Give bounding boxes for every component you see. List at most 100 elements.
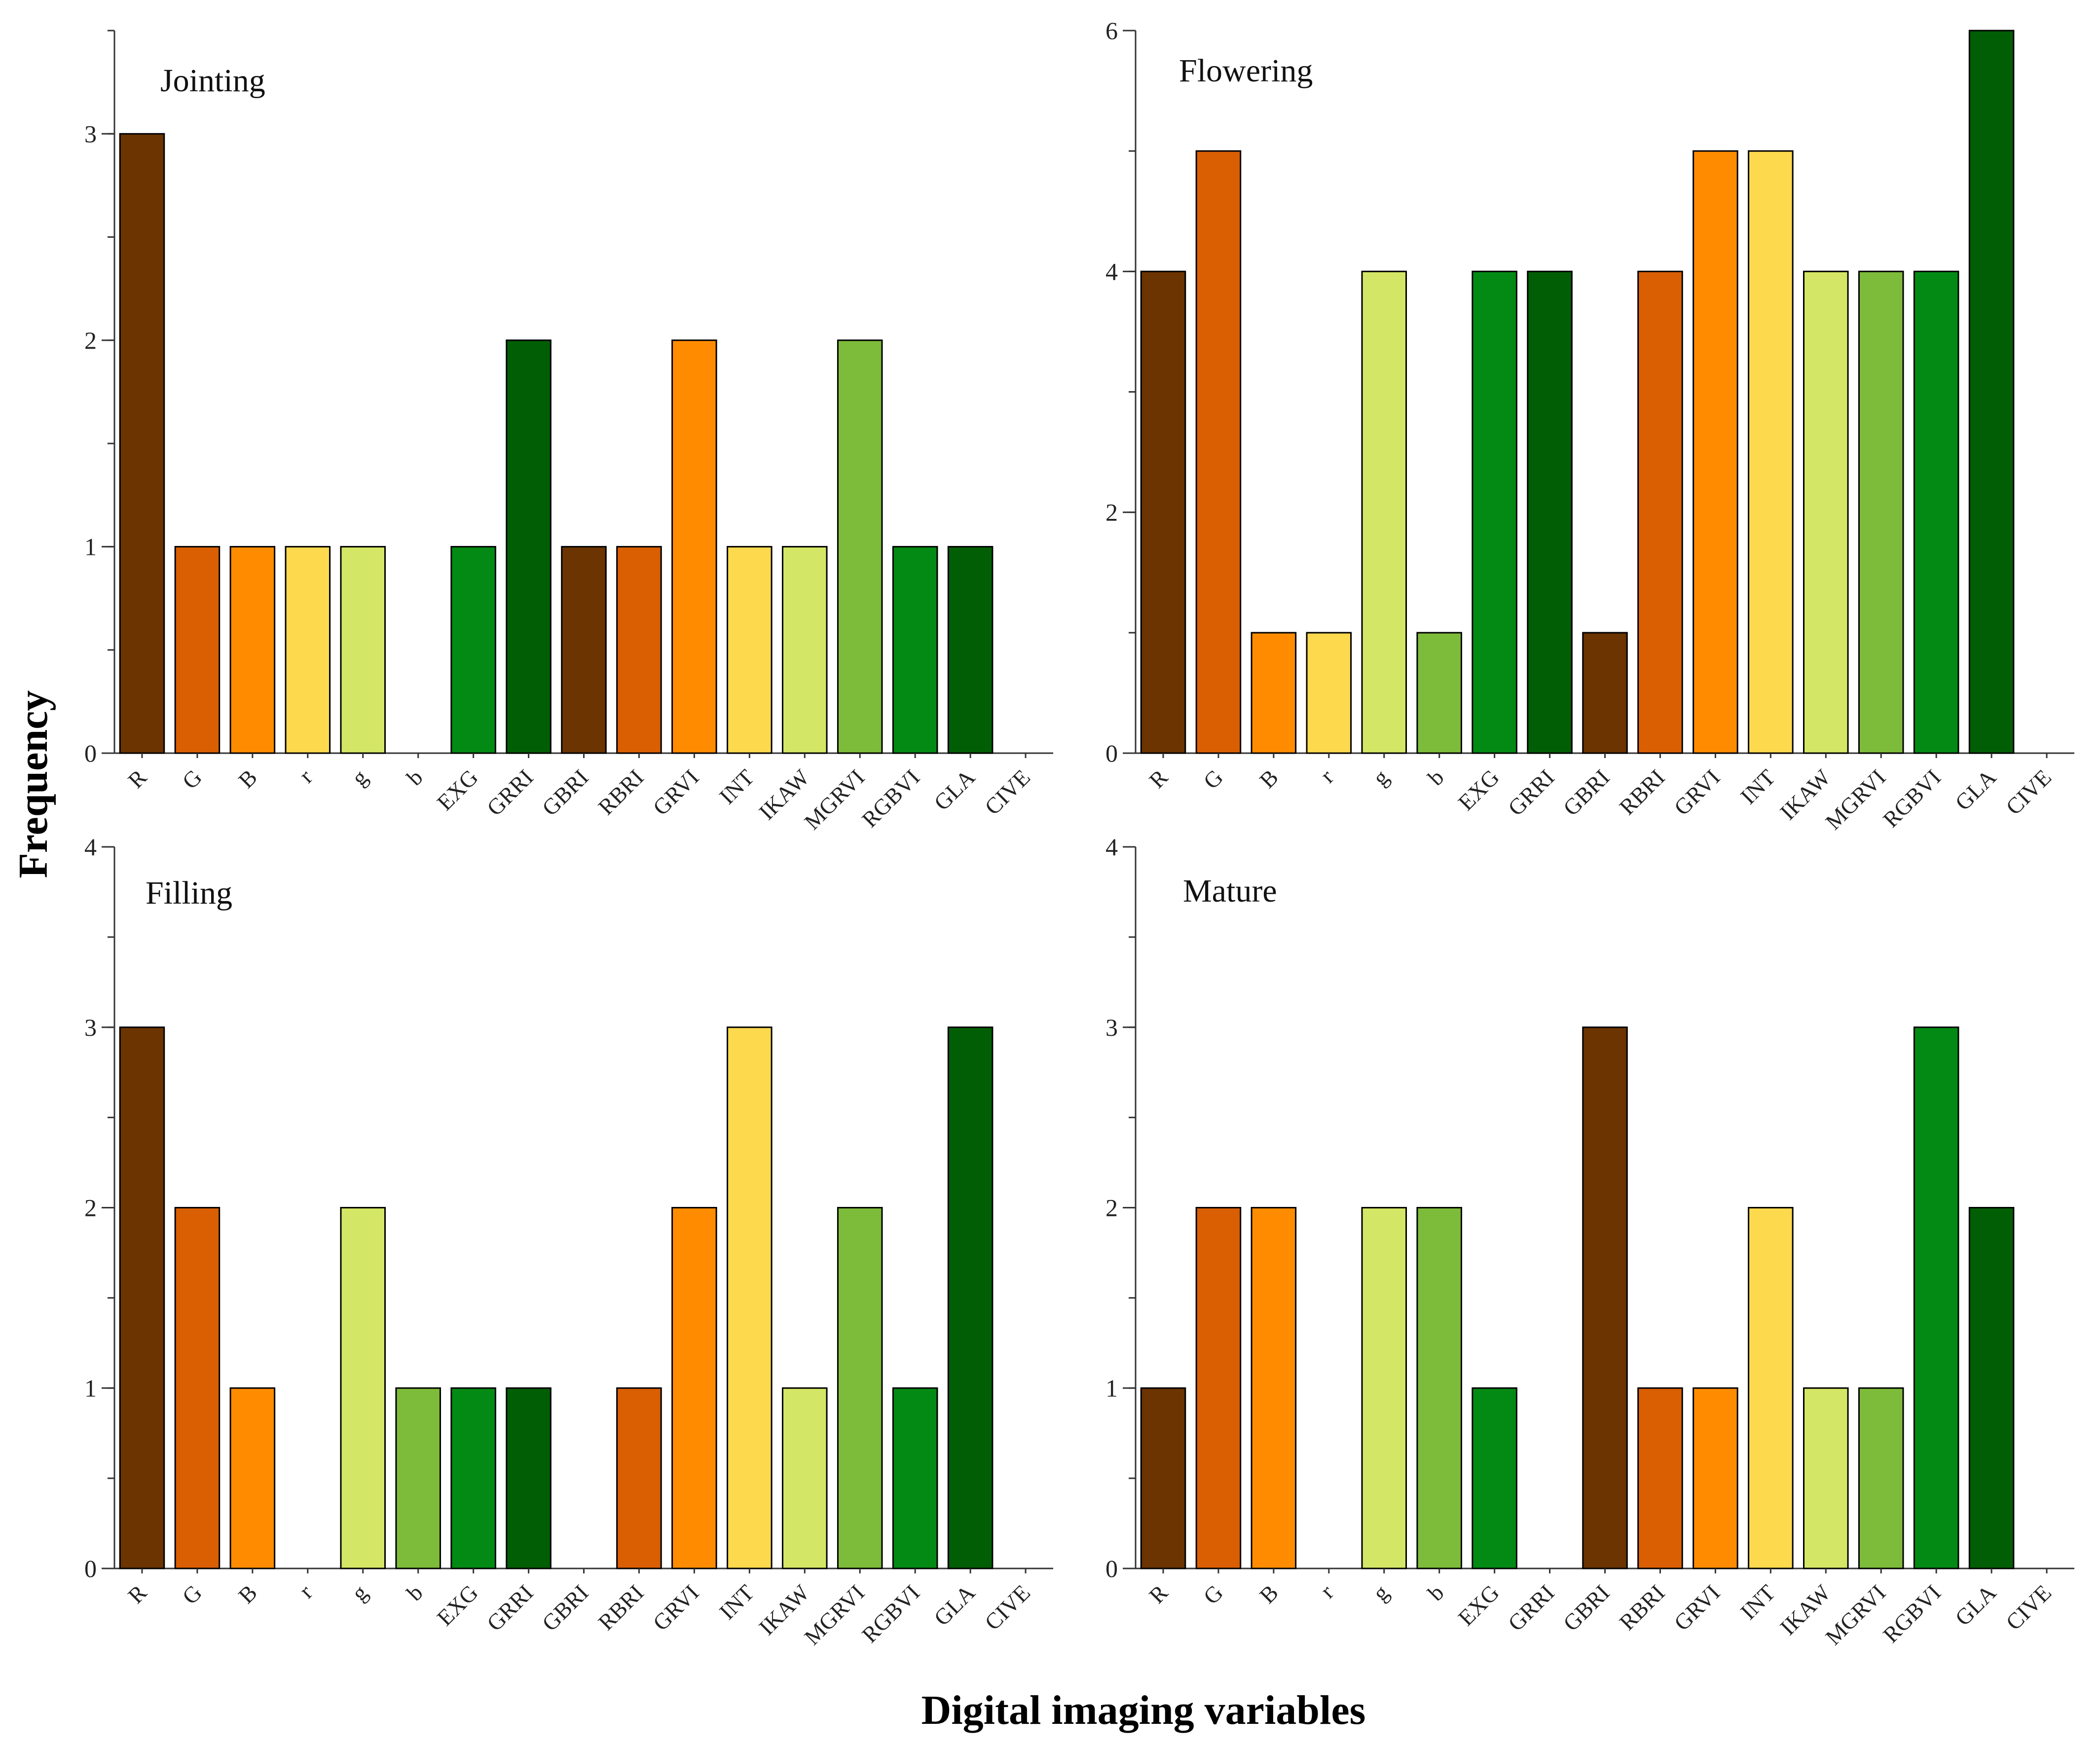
x-tick-label-rgbvi: RGBVI — [1878, 1580, 1946, 1647]
x-tick-label-gla: GLA — [929, 765, 980, 815]
y-tick-label: 0 — [1105, 1555, 1118, 1582]
y-tick-label: 4 — [1105, 833, 1118, 861]
bar-flowering-r — [1140, 270, 1186, 754]
x-tick-label-g: G — [177, 1580, 207, 1609]
x-tick-label-grri: GRRI — [1503, 765, 1559, 821]
x-tick-label-g: G — [177, 765, 207, 794]
y-tick-label: 4 — [1105, 257, 1118, 285]
panel-title-jointing: Jointing — [160, 63, 265, 99]
x-tick-label-int: INT — [714, 1580, 759, 1624]
bar-jointing-grvi — [671, 339, 717, 754]
x-tick-label-int: INT — [1735, 1580, 1780, 1624]
x-tick-label-exg: EXG — [1453, 1580, 1504, 1631]
x-tick-label-b: b — [1423, 1580, 1448, 1605]
x-tick-label-grri: GRRI — [482, 765, 538, 821]
y-tick-label: 2 — [1105, 499, 1118, 526]
bar-filling-rgbvi — [892, 1387, 938, 1569]
x-tick-label-gbri: GBRI — [1558, 1580, 1615, 1636]
x-tick-label-grri: GRRI — [1503, 1580, 1559, 1636]
bar-filling-rbri — [616, 1387, 662, 1569]
x-tick-label-cive: CIVE — [2001, 765, 2056, 820]
x-tick-label-g: G — [1198, 1580, 1228, 1609]
bar-flowering-grri — [1527, 270, 1573, 754]
bar-flowering-b — [1251, 632, 1297, 754]
bar-flowering-b — [1416, 632, 1462, 754]
y-tick-label: 0 — [1105, 739, 1118, 767]
bar-mature-r — [1140, 1387, 1186, 1569]
y-tick-label: 2 — [84, 1194, 97, 1222]
bar-flowering-int — [1748, 150, 1794, 754]
bar-filling-grvi — [671, 1207, 717, 1569]
bar-mature-gla — [1968, 1207, 2015, 1569]
bar-jointing-grri — [506, 339, 552, 754]
x-tick-label-mgrvi: MGRVI — [799, 1580, 869, 1650]
bar-flowering-gbri — [1582, 632, 1628, 754]
x-tick-label-r: r — [294, 1580, 317, 1603]
bar-flowering-mgrvi — [1858, 270, 1904, 754]
bar-mature-grvi — [1693, 1387, 1738, 1569]
bar-mature-b — [1251, 1207, 1297, 1569]
bar-mature-b — [1416, 1207, 1462, 1569]
x-tick-label-grvi: GRVI — [1669, 1580, 1725, 1636]
bar-filling-ikaw — [781, 1387, 828, 1569]
bar-filling-g — [340, 1207, 386, 1569]
bar-flowering-r — [1306, 632, 1352, 754]
figure-y-axis-title: Frequency — [10, 690, 56, 878]
bar-mature-g — [1195, 1207, 1242, 1569]
bar-flowering-g — [1361, 270, 1407, 754]
x-tick-label-b: B — [1254, 765, 1283, 793]
x-tick-label-b: B — [233, 1580, 262, 1608]
x-tick-label-g: G — [1198, 765, 1228, 794]
x-tick-label-g: g — [346, 765, 372, 790]
x-tick-label-mgrvi: MGRVI — [1820, 765, 1890, 835]
x-tick-label-b: b — [402, 1580, 427, 1605]
bar-mature-g — [1361, 1207, 1407, 1569]
x-tick-label-b: b — [1423, 765, 1448, 790]
y-tick-label: 1 — [1105, 1374, 1118, 1402]
bar-mature-exg — [1472, 1387, 1517, 1569]
x-tick-label-exg: EXG — [432, 765, 483, 815]
x-tick-label-r: R — [1144, 1580, 1173, 1608]
bar-filling-grri — [506, 1387, 552, 1569]
x-tick-label-cive: CIVE — [980, 1580, 1035, 1635]
x-tick-label-gbri: GBRI — [1558, 765, 1615, 821]
bar-jointing-b — [229, 546, 276, 754]
x-tick-label-rgbvi: RGBVI — [1878, 765, 1946, 832]
bar-mature-rgbvi — [1913, 1026, 1959, 1569]
x-tick-label-b: b — [402, 765, 427, 790]
bar-filling-b — [395, 1387, 441, 1569]
y-tick-label: 1 — [84, 1374, 97, 1402]
x-tick-label-r: R — [1144, 765, 1173, 793]
y-tick-label: 6 — [1105, 17, 1118, 44]
x-tick-label-grvi: GRVI — [1669, 765, 1725, 820]
bar-mature-gbri — [1582, 1026, 1628, 1569]
y-tick-label: 4 — [84, 833, 97, 861]
x-tick-label-int: INT — [1735, 765, 1780, 809]
bar-jointing-r — [285, 546, 331, 754]
bar-flowering-exg — [1472, 270, 1517, 754]
x-tick-label-b: B — [233, 765, 262, 793]
bar-mature-mgrvi — [1858, 1387, 1904, 1569]
x-tick-label-grri: GRRI — [482, 1580, 538, 1636]
bar-mature-rbri — [1637, 1387, 1683, 1569]
x-tick-label-rbri: RBRI — [1615, 765, 1670, 820]
x-tick-label-grvi: GRVI — [648, 1580, 703, 1636]
bar-filling-r — [119, 1026, 165, 1569]
bar-mature-int — [1748, 1207, 1794, 1569]
x-tick-label-r: r — [1315, 1580, 1338, 1603]
x-tick-label-gla: GLA — [1950, 1580, 2001, 1631]
bar-flowering-rgbvi — [1913, 270, 1959, 754]
bar-jointing-gbri — [561, 546, 607, 754]
y-tick-label: 3 — [1105, 1014, 1118, 1041]
bar-jointing-g — [174, 546, 221, 754]
x-tick-label-cive: CIVE — [2001, 1580, 2056, 1635]
bar-filling-g — [174, 1207, 221, 1569]
x-tick-label-g: g — [1367, 765, 1393, 790]
y-tick-label: 3 — [84, 120, 97, 147]
x-tick-label-gbri: GBRI — [537, 765, 593, 821]
